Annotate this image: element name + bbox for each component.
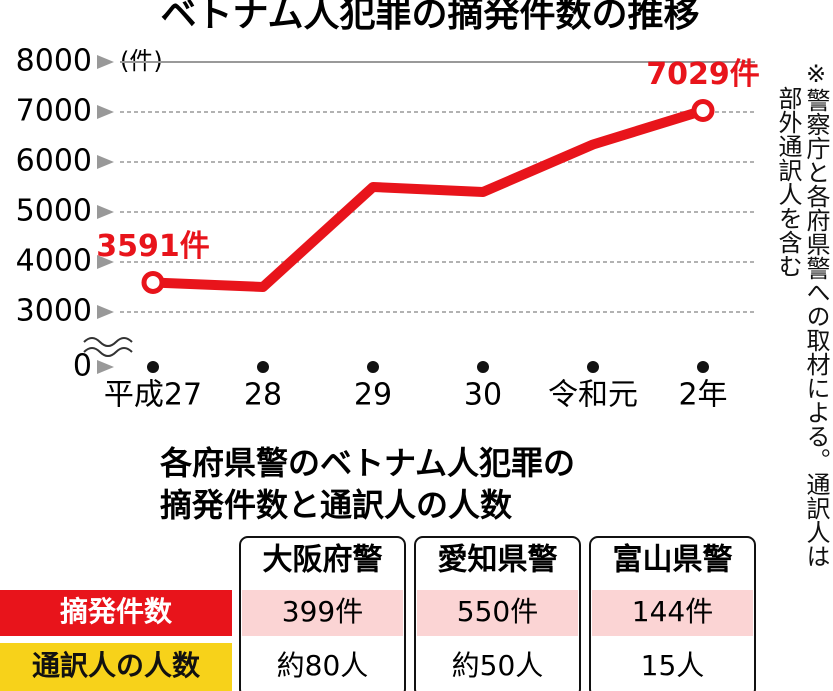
cell-bg (242, 590, 403, 636)
line (152, 105, 705, 292)
cell: 144件 (632, 595, 713, 628)
x-tick (697, 361, 709, 373)
y-tick (97, 205, 114, 219)
y-tick-label: 0 (73, 349, 92, 384)
x-tick (147, 361, 159, 373)
y-tick (97, 105, 114, 119)
y-tick-label: 8000 (16, 44, 92, 79)
cell-bg (592, 590, 753, 636)
cell: 15人 (641, 649, 705, 682)
row-header: 通訳人の人数 (32, 649, 201, 682)
cell-bg (242, 643, 403, 691)
x-tick-label: 平成27 (104, 378, 202, 413)
column-header: 富山県警 (613, 543, 733, 578)
x-tick (477, 361, 489, 373)
cell: 399件 (282, 595, 363, 628)
y-tick-label: 7000 (16, 94, 92, 129)
note: 部外通訳人を含む (774, 86, 802, 278)
y-tick (97, 55, 114, 69)
row-header-bg (0, 590, 232, 636)
x-tick (257, 361, 269, 373)
cell-bg (592, 643, 753, 691)
x-tick-label: 令和元 (548, 378, 638, 413)
cell: 約80人 (277, 649, 369, 682)
row-header: 摘発件数 (60, 595, 173, 628)
x-tick (367, 361, 379, 373)
column-header: 大阪府警 (263, 543, 383, 578)
table-title: 摘発件数と通訳人の人数 (160, 486, 513, 524)
cell: 約50人 (452, 649, 544, 682)
column-header: 愛知県警 (438, 543, 558, 578)
x-tick-label: 30 (464, 378, 502, 413)
y-tick-label: 6000 (16, 144, 92, 179)
point (141, 270, 165, 294)
cell-bg (417, 590, 578, 636)
x-tick-label: 29 (354, 378, 392, 413)
axis-break (83, 337, 133, 357)
chart-title: ベトナム人犯罪の摘発件数の推移 (161, 0, 700, 35)
cell-bg (417, 643, 578, 691)
y-tick (97, 360, 114, 374)
value-label: 3591件 (96, 229, 210, 264)
x-tick-label: 2年 (678, 378, 727, 413)
x-tick (587, 361, 599, 373)
y-tick (97, 255, 114, 269)
point (691, 99, 715, 123)
y-tick-label: 3000 (16, 294, 92, 329)
value-label: 7029件 (646, 57, 760, 92)
x-tick-label: 28 (244, 378, 282, 413)
y-tick-label: 4000 (16, 244, 92, 279)
y-tick-label: 5000 (16, 194, 92, 229)
row-header-bg (0, 643, 232, 691)
table-title: 各府県警のベトナム人犯罪の (160, 444, 575, 482)
y-tick (97, 155, 114, 169)
note: ※警察庁と各府県警への取材による。通訳人は (802, 60, 830, 568)
y-tick (97, 305, 114, 319)
cell: 550件 (457, 595, 538, 628)
